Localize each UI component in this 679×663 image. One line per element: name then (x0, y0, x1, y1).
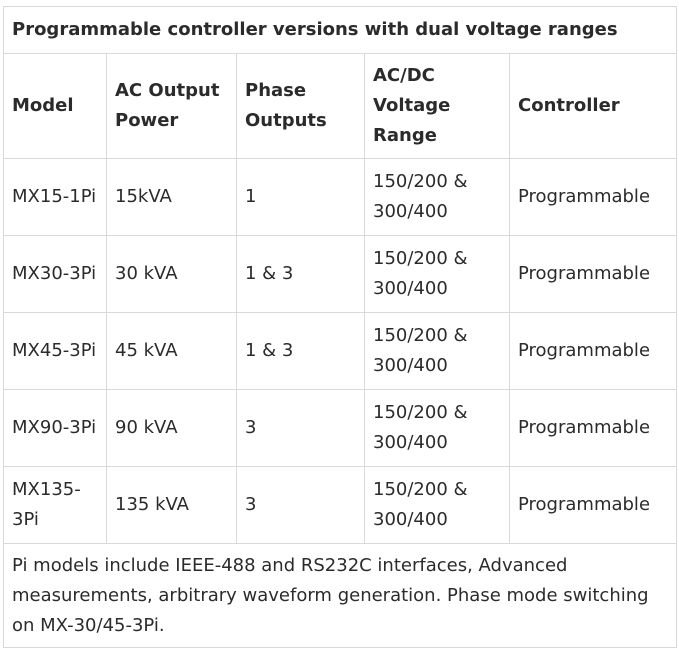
cell-model: MX30-3Pi (3, 235, 107, 313)
table-header-row: Model AC Output Power Phase Outputs AC/D… (3, 53, 677, 159)
cell-voltage: 150/200 & 300/400 (364, 389, 510, 467)
table-footer-row: Pi models include IEEE-488 and RS232C in… (3, 543, 677, 648)
cell-power: 45 kVA (106, 312, 237, 390)
table-row: MX135-3Pi 135 kVA 3 150/200 & 300/400 Pr… (3, 466, 677, 544)
cell-model: MX135-3Pi (3, 466, 107, 544)
header-controller: Controller (509, 53, 677, 159)
cell-phase: 1 (236, 158, 365, 236)
header-voltage-range: AC/DC Voltage Range (364, 53, 510, 159)
cell-controller: Programmable (509, 158, 677, 236)
cell-power: 90 kVA (106, 389, 237, 467)
table-caption-row: Programmable controller versions with du… (3, 6, 677, 54)
header-ac-output-power: AC Output Power (106, 53, 237, 159)
cell-power: 15kVA (106, 158, 237, 236)
table-footnote: Pi models include IEEE-488 and RS232C in… (3, 543, 677, 648)
table-row: MX90-3Pi 90 kVA 3 150/200 & 300/400 Prog… (3, 389, 677, 467)
cell-controller: Programmable (509, 235, 677, 313)
cell-model: MX90-3Pi (3, 389, 107, 467)
cell-controller: Programmable (509, 466, 677, 544)
table-row: MX30-3Pi 30 kVA 1 & 3 150/200 & 300/400 … (3, 235, 677, 313)
table-row: MX15-1Pi 15kVA 1 150/200 & 300/400 Progr… (3, 158, 677, 236)
cell-controller: Programmable (509, 312, 677, 390)
header-model: Model (3, 53, 107, 159)
cell-power: 135 kVA (106, 466, 237, 544)
table-caption: Programmable controller versions with du… (3, 6, 677, 54)
cell-phase: 1 & 3 (236, 235, 365, 313)
header-phase-outputs: Phase Outputs (236, 53, 365, 159)
cell-controller: Programmable (509, 389, 677, 467)
cell-phase: 3 (236, 389, 365, 467)
spec-table-container: Programmable controller versions with du… (3, 6, 677, 648)
table-row: MX45-3Pi 45 kVA 1 & 3 150/200 & 300/400 … (3, 312, 677, 390)
cell-model: MX45-3Pi (3, 312, 107, 390)
cell-phase: 3 (236, 466, 365, 544)
cell-power: 30 kVA (106, 235, 237, 313)
cell-phase: 1 & 3 (236, 312, 365, 390)
cell-voltage: 150/200 & 300/400 (364, 466, 510, 544)
cell-voltage: 150/200 & 300/400 (364, 235, 510, 313)
cell-voltage: 150/200 & 300/400 (364, 158, 510, 236)
cell-voltage: 150/200 & 300/400 (364, 312, 510, 390)
controller-versions-table: Programmable controller versions with du… (3, 6, 677, 648)
cell-model: MX15-1Pi (3, 158, 107, 236)
